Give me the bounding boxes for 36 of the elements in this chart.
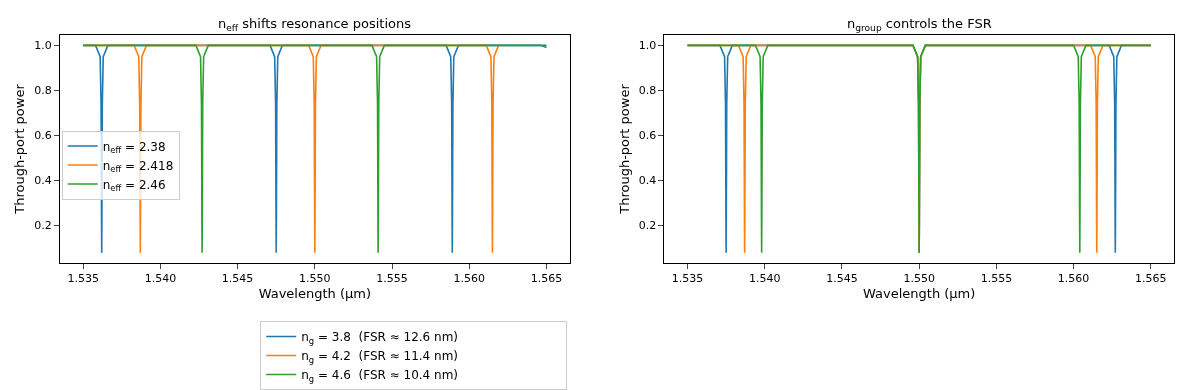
y-tick-label: 0.6 <box>34 129 52 143</box>
x-tick-label: 1.540 <box>144 272 177 286</box>
y-tick-label: 0.8 <box>638 84 657 98</box>
x-tick-label: 1.565 <box>1135 272 1167 286</box>
legend-label: n$_{g}$ = 4.6 (FSR ≈ 10.4 nm) <box>301 368 459 384</box>
legend-label: n$_{eff}$ = 2.418 <box>102 158 174 175</box>
legend-label: n$_{eff}$ = 2.46 <box>102 177 166 194</box>
y-tick-label: 0.2 <box>34 219 52 233</box>
x-tick-label: 1.550 <box>299 272 331 286</box>
legend-label: n$_{g}$ = 4.2 (FSR ≈ 11.4 nm) <box>301 349 459 365</box>
y-tick-label: 0.4 <box>34 174 52 188</box>
x-tick-label: 1.555 <box>980 272 1013 286</box>
y-tick-label: 1.0 <box>34 39 52 53</box>
y-axis-title: Through-port power <box>12 83 28 215</box>
x-tick-label: 1.545 <box>221 272 254 286</box>
x-tick-label: 1.540 <box>748 272 781 286</box>
y-tick-label: 0.6 <box>638 129 657 143</box>
x-tick-label: 1.560 <box>453 272 486 286</box>
y-tick-label: 0.2 <box>638 219 657 233</box>
chart-title: n$_{group}$ controls the FSR <box>847 16 992 33</box>
x-tick-label: 1.550 <box>903 272 935 286</box>
legend-label: n$_{eff}$ = 2.38 <box>102 139 166 156</box>
x-tick-label: 1.565 <box>530 272 563 286</box>
x-tick-label: 1.535 <box>671 272 704 286</box>
y-tick-label: 0.8 <box>34 84 52 98</box>
y-tick-label: 0.4 <box>638 174 657 188</box>
x-tick-label: 1.535 <box>67 272 99 286</box>
x-tick-label: 1.555 <box>376 272 408 286</box>
legend-label: n$_{g}$ = 3.8 (FSR ≈ 12.6 nm) <box>301 330 459 346</box>
x-axis-title: Wavelength (µm) <box>258 285 371 301</box>
x-tick-label: 1.560 <box>1057 272 1090 286</box>
chart-title: n$_{eff}$ shifts resonance positions <box>218 16 412 33</box>
y-axis-title: Through-port power <box>616 83 632 215</box>
y-tick-label: 1.0 <box>638 39 657 53</box>
x-axis-title: Wavelength (µm) <box>863 285 976 301</box>
x-tick-label: 1.545 <box>826 272 858 286</box>
